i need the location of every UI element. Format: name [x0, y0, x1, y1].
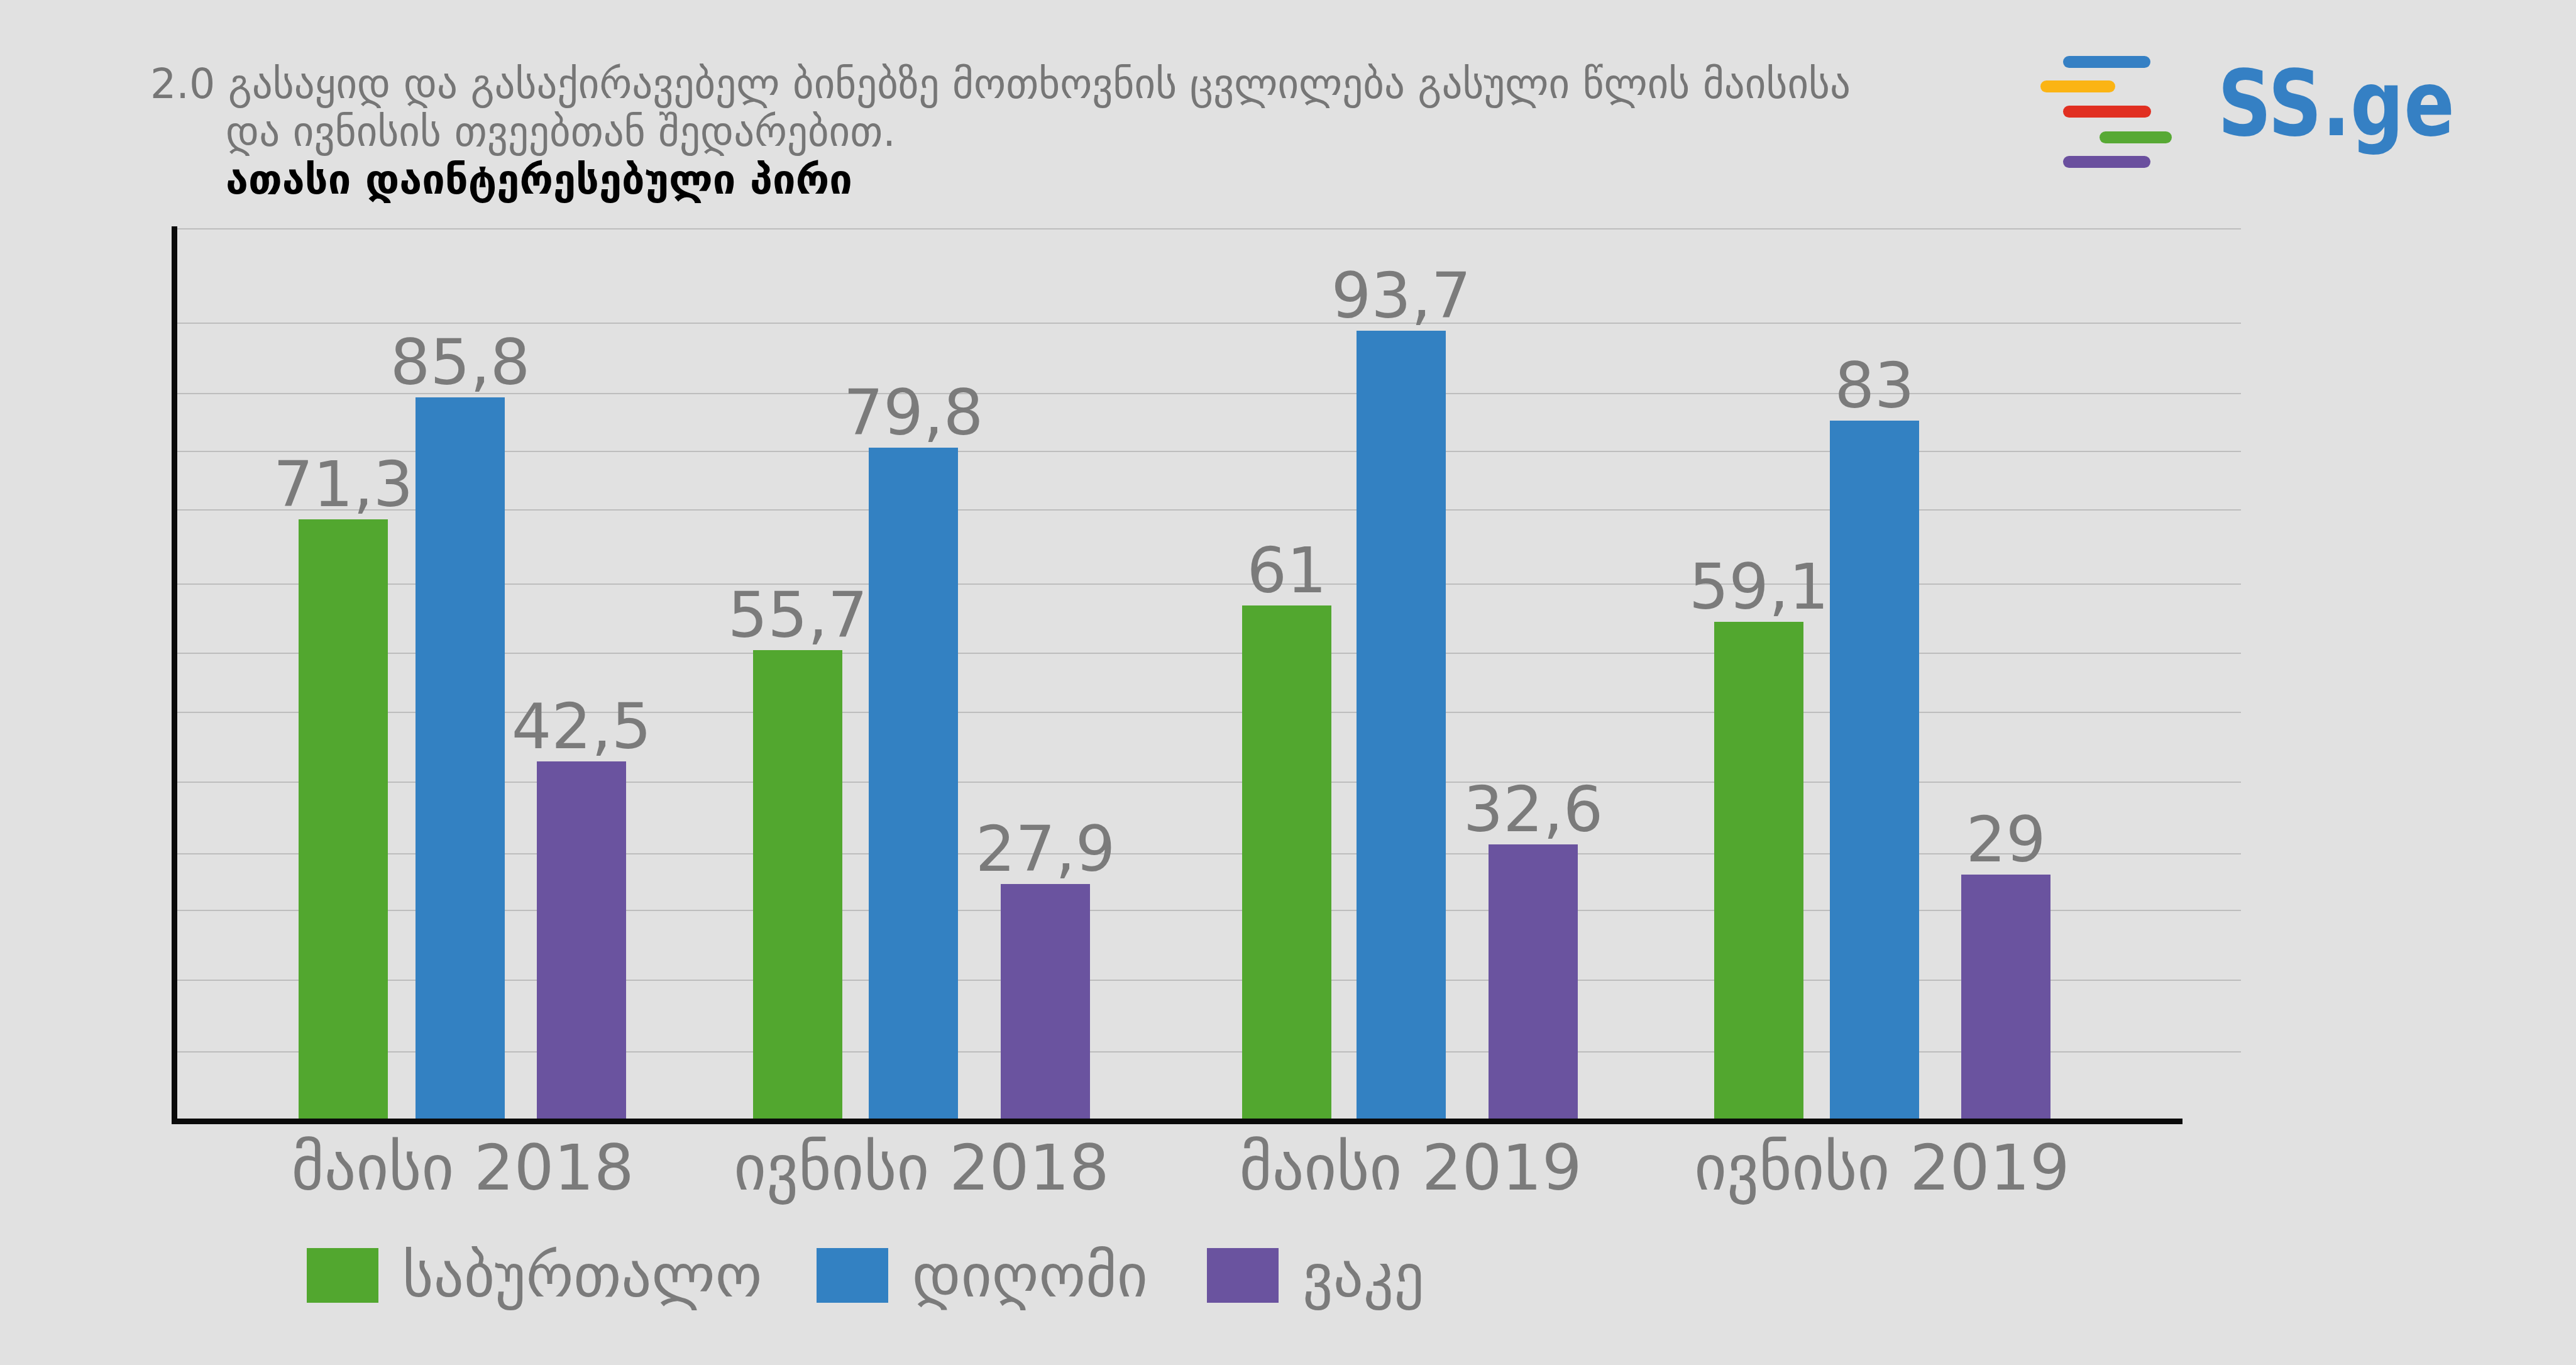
- gridline: [177, 228, 2241, 229]
- value-label: 85,8: [334, 329, 586, 395]
- legend-label-ვაკე: ვაკე: [1302, 1244, 1424, 1307]
- bar-დიღომი-ივნისი 2018: [869, 448, 958, 1119]
- bar-საბურთალო-ივნისი 2019: [1714, 622, 1803, 1119]
- category-label: ივნისი 2018: [670, 1132, 1173, 1204]
- bar-საბურთალო-მაისი 2018: [299, 519, 388, 1119]
- bar-ვაკე-ივნისი 2019: [1961, 875, 2050, 1119]
- logo-bar-yellow-icon: [2040, 80, 2115, 92]
- value-label: 29: [1880, 807, 2132, 873]
- y-axis-line: [172, 226, 177, 1124]
- value-label: 93,7: [1275, 263, 1527, 329]
- legend-label-დიღომი: დიღომი: [912, 1244, 1148, 1307]
- legend-label-საბურთალო: საბურთალო: [402, 1244, 762, 1307]
- logo-bar-blue-icon: [2063, 56, 2150, 68]
- x-axis-line: [172, 1119, 2182, 1124]
- title-line-1: 2.0 გასაყიდ და გასაქირავებელ ბინებზე მოთ…: [150, 60, 1851, 108]
- bar-საბურთალო-ივნისი 2018: [753, 650, 842, 1119]
- value-label: 83: [1749, 353, 2000, 419]
- bar-საბურთალო-მაისი 2019: [1242, 605, 1331, 1119]
- gridline: [177, 323, 2241, 324]
- bar-დიღომი-ივნისი 2019: [1830, 421, 1919, 1119]
- category-label: მაისი 2018: [211, 1132, 714, 1204]
- chart-title: 2.0 გასაყიდ და გასაქირავებელ ბინებზე მოთ…: [150, 60, 1851, 204]
- bar-დიღომი-მაისი 2019: [1357, 331, 1446, 1119]
- bar-ვაკე-მაისი 2018: [537, 761, 626, 1119]
- infographic-page: 2.0 გასაყიდ და გასაქირავებელ ბინებზე მოთ…: [0, 0, 2576, 1365]
- legend-swatch-დიღომი: [817, 1248, 888, 1303]
- category-label: მაისი 2019: [1159, 1132, 1662, 1204]
- value-label: 42,5: [456, 694, 707, 760]
- value-label: 79,8: [788, 380, 1039, 446]
- logo-bar-red-icon: [2063, 106, 2151, 118]
- title-subtitle: ათასი დაინტერესებული პირი: [226, 156, 1851, 204]
- legend-swatch-საბურთალო: [307, 1248, 378, 1303]
- title-line-2: და ივნისის თვეებთან შედარებით.: [226, 108, 1851, 156]
- logo-bar-green-icon: [2100, 131, 2172, 143]
- legend-swatch-ვაკე: [1207, 1248, 1279, 1303]
- category-label: ივნისი 2019: [1631, 1132, 2133, 1204]
- logo-text: SS.ge: [2218, 58, 2455, 149]
- logo-bar-purple-icon: [2063, 156, 2150, 168]
- value-label: 27,9: [920, 816, 1171, 882]
- value-label: 32,6: [1407, 776, 1659, 843]
- bar-ვაკე-ივნისი 2018: [1001, 884, 1090, 1119]
- bar-ვაკე-მაისი 2019: [1489, 844, 1578, 1119]
